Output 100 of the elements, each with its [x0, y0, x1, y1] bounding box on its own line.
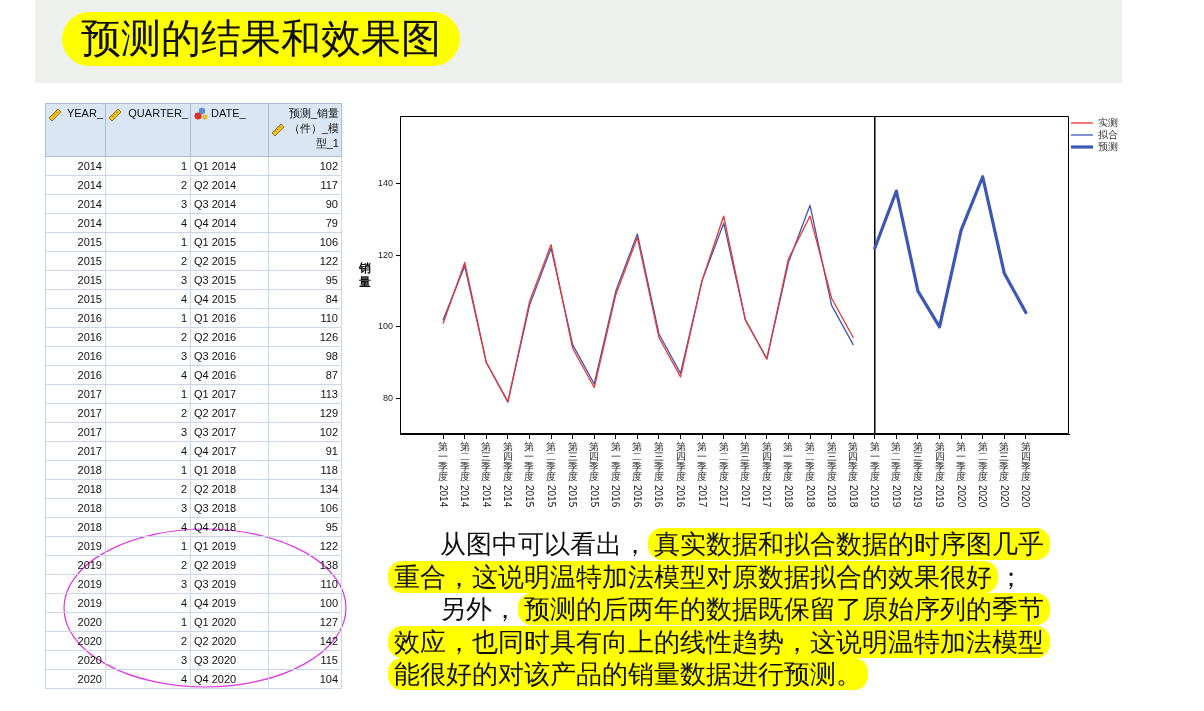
data-label: 4	[180, 672, 187, 685]
x-tick-label: 第二季度 2015	[545, 441, 557, 508]
data-label: 4	[180, 444, 187, 457]
category-label: Q3 2018	[194, 501, 237, 514]
data-label: 2	[180, 558, 187, 571]
x-tick-label: 第二季度 2014	[459, 441, 471, 508]
data-label: 3	[180, 197, 187, 210]
category-label: Q1 2016	[194, 311, 237, 324]
category-label: Q4 2020	[194, 672, 237, 685]
data-label: 2020	[77, 615, 102, 628]
x-tick-label: 第一季度 2015	[523, 441, 535, 508]
data-label: 79	[325, 216, 338, 229]
text: 另外，预测的后两年的数据既保留了原始序列的季节效应，也同时具有向上的线性趋势，这说明温特加法模型能很好的对该产品的销量数据进行预测。	[393, 593, 1045, 691]
x-tick-label: 第二季度 2020	[977, 441, 989, 508]
data-label: 106	[319, 235, 338, 248]
data-label: 104	[319, 672, 338, 685]
data-label: 2017	[77, 425, 102, 438]
data-label: 2018	[77, 463, 102, 476]
category-label: Q3 2017	[194, 425, 237, 438]
category-label: Q3 2014	[194, 197, 237, 210]
x-tick-label: 第三季度 2020	[998, 441, 1010, 508]
data-label: 1	[180, 539, 187, 552]
category-label: Q3 2020	[194, 653, 237, 666]
category-label: Q4 2014	[194, 216, 237, 229]
x-tick-label: 第四季度 2016	[675, 441, 687, 508]
data-label: 2017	[77, 406, 102, 419]
data-label: 1	[180, 235, 187, 248]
legend-label: YEAR_	[65, 106, 103, 121]
data-label: 2	[180, 254, 187, 267]
category-label: Q2 2015	[194, 254, 237, 267]
data-label: 2014	[77, 216, 102, 229]
y-tick-label: 80	[382, 392, 393, 403]
x-tick-label: 第一季度 2018	[782, 441, 794, 508]
x-tick-label: 第三季度 2016	[653, 441, 665, 508]
category-label: Q2 2017	[194, 406, 237, 419]
data-label: 2	[180, 178, 187, 191]
data-label: 122	[319, 539, 338, 552]
x-tick-label: 第二季度 2019	[890, 441, 902, 508]
data-label: 2015	[77, 292, 102, 305]
data-label: 2014	[77, 159, 102, 172]
legend-label: 实测	[1098, 116, 1118, 128]
legend-label: QUARTER_	[127, 106, 188, 121]
data-label: 2019	[77, 539, 102, 552]
x-tick-label: 第四季度 2019	[934, 441, 946, 508]
data-label: 2014	[77, 178, 102, 191]
data-label: 2020	[77, 672, 102, 685]
x-tick-label: 第一季度 2014	[437, 441, 449, 508]
x-tick-label: 第四季度 2020	[1020, 441, 1032, 508]
data-label: 113	[320, 387, 338, 400]
data-label: 2015	[77, 273, 102, 286]
data-label: 2	[180, 330, 187, 343]
data-label: 127	[319, 615, 338, 628]
data-label: 1	[180, 615, 187, 628]
data-label: 2016	[77, 311, 102, 324]
data-label: 3	[180, 577, 187, 590]
x-tick-label: 第三季度 2018	[826, 441, 838, 508]
category-label: Q4 2019	[194, 596, 237, 609]
x-tick-label: 第三季度 2014	[480, 441, 492, 508]
x-tick-label: 第一季度 2020	[955, 441, 967, 508]
text: DATE_	[211, 106, 247, 121]
data-label: 4	[180, 368, 187, 381]
data-label: 3	[180, 653, 187, 666]
x-tick-label: 第二季度 2016	[631, 441, 643, 508]
x-tick-label: 第一季度 2016	[610, 441, 622, 508]
y-tick-label: 100	[377, 321, 393, 332]
data-label: 129	[319, 406, 338, 419]
data-label: 2016	[77, 349, 102, 362]
x-tick-label: 第二季度 2017	[718, 441, 730, 508]
category-label: Q1 2018	[194, 463, 237, 476]
data-label: 117	[320, 178, 338, 191]
data-label: 100	[319, 596, 338, 609]
category-label: Q2 2014	[194, 178, 237, 191]
data-label: 1	[180, 311, 187, 324]
data-label: 102	[319, 159, 338, 172]
category-label: Q4 2018	[194, 520, 237, 533]
data-label: 1	[180, 159, 187, 172]
data-label: 2016	[77, 368, 102, 381]
category-label: Q3 2016	[194, 349, 237, 362]
data-label: 110	[320, 311, 338, 324]
category-label: Q3 2019	[194, 577, 237, 590]
data-label: 2	[180, 482, 187, 495]
data-label: 3	[180, 425, 187, 438]
category-label: Q2 2020	[194, 634, 237, 647]
data-label: 4	[180, 292, 187, 305]
data-label: 2014	[77, 197, 102, 210]
x-tick-label: 第四季度 2015	[588, 441, 600, 508]
data-label: 4	[180, 520, 187, 533]
data-label: 2016	[77, 330, 102, 343]
data-label: 2018	[77, 482, 102, 495]
data-label: 4	[180, 216, 187, 229]
data-label: 2015	[77, 235, 102, 248]
data-label: 2017	[77, 387, 102, 400]
text: 预测的结果和效果图	[62, 12, 460, 66]
data-label: 98	[325, 349, 338, 362]
data-label: 118	[320, 463, 338, 476]
category-label: Q2 2016	[194, 330, 237, 343]
category-label: Q2 2019	[194, 558, 237, 571]
data-label: 2019	[77, 596, 102, 609]
y-tick-label: 120	[377, 249, 393, 260]
x-tick-label: 第三季度 2015	[567, 441, 579, 508]
